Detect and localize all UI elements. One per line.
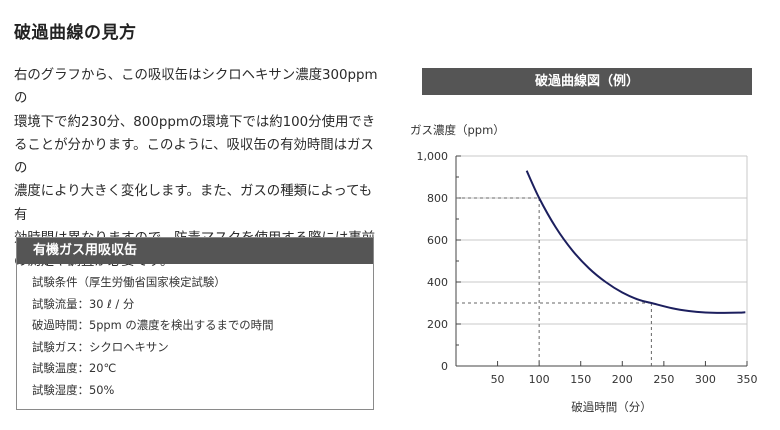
x-tick-label: 350	[737, 373, 758, 386]
x-tick-label: 150	[570, 373, 591, 386]
test-conditions-header: 有機ガス用吸収缶	[17, 238, 373, 264]
x-tick-label: 50	[491, 373, 505, 386]
intro-line: ることが分かります。このように、吸収缶の有効時間はガスの	[14, 137, 374, 177]
page-title: 破過曲線の見方	[14, 23, 137, 43]
x-axis-label: 破過時間（分）	[571, 400, 652, 414]
intro-line: 濃度により大きく変化します。また、ガスの種類によっても有	[14, 184, 373, 223]
test-condition-row: 試験ガス：シクロヘキサン	[32, 339, 169, 354]
intro-line: 右のグラフから、この吸収缶はシクロヘキサン濃度300ppmの	[14, 68, 378, 107]
breakthrough-curve-line	[525, 170, 746, 314]
y-axis-label: ガス濃度（ppm）	[410, 123, 505, 137]
test-condition-row: 試験条件（厚生労働省国家検定試験）	[32, 275, 226, 289]
chart-title: 破過曲線図（例）	[422, 68, 752, 95]
breakthrough-curve-chart: 0 200 400 600 800 1,000 50 100 150 200 250 300 350 ガス…	[410, 123, 758, 414]
y-tick-label: 800	[427, 192, 448, 205]
x-tick-label: 200	[612, 373, 633, 386]
test-conditions-box: 有機ガス用吸収缶 試験条件（厚生労働省国家検定試験） 試験流量：30 ℓ / 分…	[16, 237, 374, 410]
x-tick-label: 250	[653, 373, 674, 386]
x-tick-label: 300	[695, 373, 716, 386]
test-condition-row: 試験湿度：50%	[32, 382, 115, 397]
test-condition-row: 試験流量：30 ℓ / 分	[32, 296, 135, 311]
y-tick-label: 0	[441, 360, 448, 373]
test-condition-row: 破過時間：5ppm の濃度を検出するまでの時間	[32, 318, 274, 332]
y-tick-label: 400	[427, 276, 448, 289]
y-tick-label: 1,000	[417, 150, 449, 163]
y-tick-label: 600	[427, 234, 448, 247]
y-tick-label: 200	[427, 318, 448, 331]
test-condition-row: 試験温度：20℃	[32, 361, 117, 375]
x-tick-label: 100	[529, 373, 550, 386]
intro-line: 環境下で約230分、800ppmの環境下では約100分使用でき	[14, 114, 376, 130]
